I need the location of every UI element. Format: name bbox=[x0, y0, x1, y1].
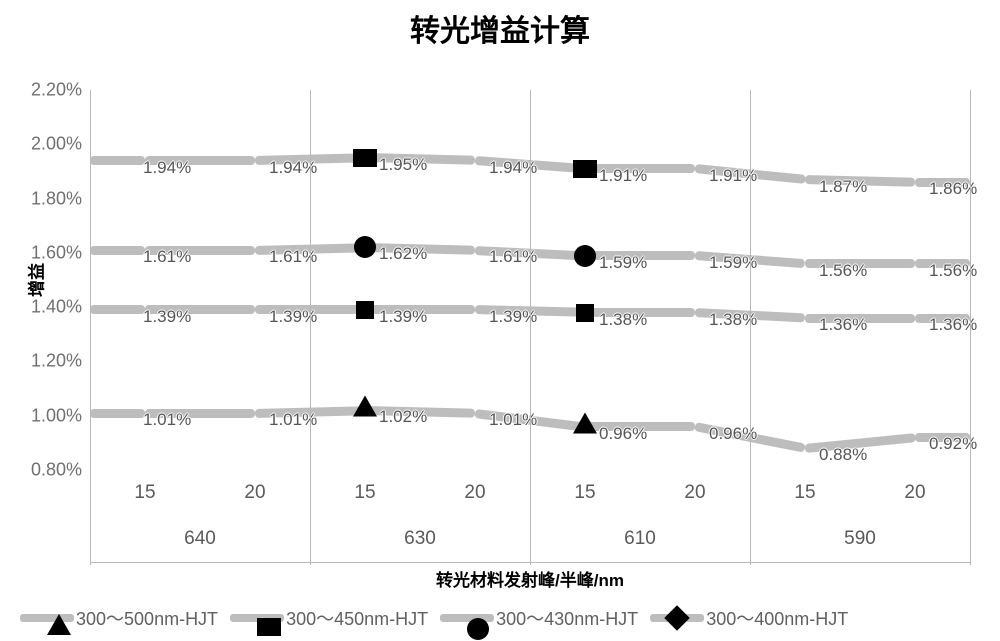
data-label: 1.36% bbox=[819, 315, 867, 335]
data-label: 1.38% bbox=[599, 310, 647, 330]
data-label: 1.62% bbox=[379, 244, 427, 264]
legend-label: 300～430nm-HJT bbox=[496, 605, 638, 631]
chart-title: 转光增益计算 bbox=[0, 6, 1000, 50]
x-axis-label: 转光材料发射峰/半峰/nm bbox=[90, 566, 970, 591]
legend-swatch bbox=[20, 607, 74, 629]
series-line-segment bbox=[90, 305, 145, 314]
legend-swatch bbox=[230, 607, 284, 629]
series-line-segment bbox=[585, 164, 695, 173]
x-sub-tick: 15 bbox=[90, 470, 200, 516]
x-group-tick: 590 bbox=[750, 516, 970, 562]
series-line-segment bbox=[915, 433, 970, 442]
series-line-segment bbox=[145, 305, 255, 314]
legend-label: 300～450nm-HJT bbox=[286, 605, 428, 631]
gridline-vertical bbox=[750, 90, 751, 565]
y-tick-label: 1.60% bbox=[31, 242, 90, 263]
gridline-vertical bbox=[970, 90, 971, 565]
x-sub-tick: 15 bbox=[310, 470, 420, 516]
y-tick-label: 2.00% bbox=[31, 134, 90, 155]
series-line-segment bbox=[90, 156, 145, 165]
series-line-segment bbox=[805, 175, 915, 187]
data-label: 1.56% bbox=[819, 261, 867, 281]
series-line-segment bbox=[585, 422, 695, 431]
data-label: 0.88% bbox=[819, 445, 867, 465]
series-line-segment bbox=[365, 406, 475, 418]
x-sub-tick: 20 bbox=[640, 470, 750, 516]
legend-item: 300～430nm-HJT bbox=[440, 605, 638, 631]
chart-container: 转光增益计算 增益 0.80% 1.00% 1.20% 1.40% 1.60% 1.80%… bbox=[0, 0, 1000, 641]
series-line-segment bbox=[805, 259, 915, 268]
x-group-tick: 640 bbox=[90, 516, 310, 562]
series-line-segment bbox=[365, 305, 475, 314]
data-label: 1.39% bbox=[379, 307, 427, 327]
y-tick-label: 2.20% bbox=[31, 80, 90, 101]
data-label: 1.61% bbox=[143, 247, 191, 267]
data-label: 1.91% bbox=[599, 166, 647, 186]
x-sub-tick: 20 bbox=[420, 470, 530, 516]
data-label: 1.39% bbox=[143, 307, 191, 327]
data-label: 1.59% bbox=[599, 253, 647, 273]
x-group-tick: 630 bbox=[310, 516, 530, 562]
series-line-segment bbox=[145, 156, 255, 165]
y-tick-label: 1.80% bbox=[31, 188, 90, 209]
series-line-segment bbox=[365, 153, 475, 165]
x-sub-tick: 20 bbox=[200, 470, 310, 516]
series-line-segment bbox=[145, 409, 255, 418]
legend-item: 300～500nm-HJT bbox=[20, 605, 218, 631]
legend-label: 300～500nm-HJT bbox=[76, 605, 218, 631]
x-sub-tick: 15 bbox=[530, 470, 640, 516]
series-line-segment bbox=[915, 178, 970, 187]
x-sub-tick: 20 bbox=[860, 470, 970, 516]
x-sub-tick: 15 bbox=[750, 470, 860, 516]
series-line-segment bbox=[585, 251, 695, 260]
legend: 300～500nm-HJT 300～450nm-HJT 300～430nm-HJT 3… bbox=[20, 602, 980, 634]
legend-swatch bbox=[650, 607, 704, 629]
data-label: 1.95% bbox=[379, 155, 427, 175]
y-tick-label: 1.20% bbox=[31, 351, 90, 372]
series-line-segment bbox=[585, 308, 695, 317]
gridline-vertical bbox=[310, 90, 311, 565]
gridline-vertical bbox=[90, 90, 91, 565]
series-line-segment bbox=[90, 246, 145, 255]
y-tick-label: 1.00% bbox=[31, 405, 90, 426]
legend-label: 300～400nm-HJT bbox=[706, 605, 848, 631]
data-label: 0.96% bbox=[599, 424, 647, 444]
data-label: 1.02% bbox=[379, 407, 427, 427]
data-label: 1.01% bbox=[143, 410, 191, 430]
y-tick-label: 1.40% bbox=[31, 297, 90, 318]
series-line-segment bbox=[365, 243, 475, 255]
series-line-segment bbox=[915, 314, 970, 323]
legend-item: 300～400nm-HJT bbox=[650, 605, 848, 631]
y-tick-label: 0.80% bbox=[31, 460, 90, 481]
legend-swatch bbox=[440, 607, 494, 629]
series-line-segment bbox=[915, 259, 970, 268]
series-line-segment bbox=[145, 246, 255, 255]
y-axis-label: 增益 bbox=[23, 263, 48, 297]
gridline-vertical bbox=[530, 90, 531, 565]
series-line-segment bbox=[805, 314, 915, 323]
series-line-segment bbox=[805, 433, 916, 453]
x-group-tick: 610 bbox=[530, 516, 750, 562]
legend-item: 300～450nm-HJT bbox=[230, 605, 428, 631]
data-label: 1.87% bbox=[819, 177, 867, 197]
series-line-segment bbox=[90, 409, 145, 418]
data-label: 1.94% bbox=[143, 158, 191, 178]
